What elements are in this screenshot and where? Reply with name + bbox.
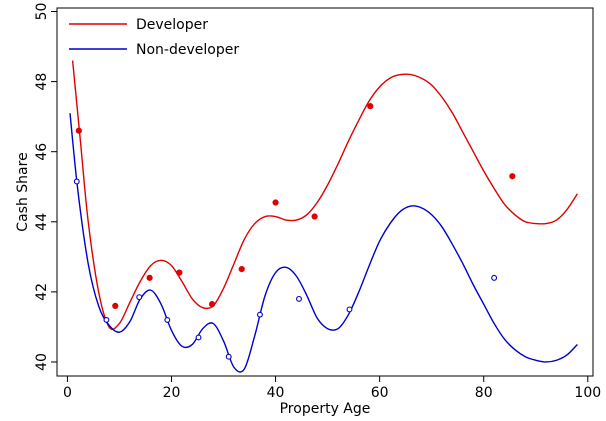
data-point-developer — [272, 199, 279, 206]
y-tick-label: 42 — [34, 283, 50, 301]
series-non-developer — [69, 113, 578, 373]
data-point-non-developer — [346, 306, 353, 313]
y-tick-label: 46 — [34, 143, 50, 161]
x-tick-label: 80 — [475, 385, 493, 401]
x-axis: 0 20 40 60 80 100 — [63, 376, 601, 401]
legend-label-developer: Developer — [136, 17, 208, 33]
data-point-non-developer — [73, 178, 80, 185]
x-tick-label: 0 — [63, 385, 72, 401]
data-point-developer — [146, 274, 153, 281]
x-tick-label: 60 — [371, 385, 389, 401]
legend-label-non-developer: Non-developer — [136, 42, 239, 58]
x-tick-label: 20 — [163, 385, 181, 401]
data-point-developer — [311, 213, 318, 220]
data-point-non-developer — [491, 274, 498, 281]
data-point-developer — [176, 269, 183, 276]
series-line-non-developer — [69, 113, 578, 373]
data-point-developer — [367, 103, 374, 110]
y-axis: 40 42 44 46 48 50 — [34, 3, 57, 371]
data-point-non-developer — [257, 311, 263, 318]
data-point-non-developer — [164, 316, 171, 323]
x-tick-label: 40 — [267, 385, 285, 401]
data-point-non-developer — [195, 334, 202, 341]
data-point-developer — [208, 301, 216, 308]
x-tick-label: 100 — [574, 385, 601, 401]
y-tick-label: 44 — [34, 213, 50, 231]
y-tick-label: 50 — [34, 3, 50, 21]
series-layer — [69, 60, 578, 373]
y-axis-title: Cash Share — [15, 152, 31, 231]
x-axis-title: Property Age — [280, 401, 371, 417]
data-point-developer — [238, 266, 245, 273]
data-point-developer — [75, 127, 82, 134]
legend: Developer Non-developer — [69, 17, 239, 58]
data-point-non-developer — [225, 353, 232, 360]
data-point-non-developer — [296, 295, 302, 302]
data-point-developer — [509, 173, 516, 180]
series-line-developer — [71, 60, 578, 330]
y-tick-label: 48 — [34, 73, 50, 91]
data-point-developer — [112, 302, 119, 310]
y-tick-label: 40 — [34, 353, 50, 371]
series-developer — [71, 60, 578, 330]
plot-frame — [56, 7, 594, 377]
data-point-non-developer — [136, 294, 143, 301]
data-point-non-developer — [103, 316, 110, 323]
